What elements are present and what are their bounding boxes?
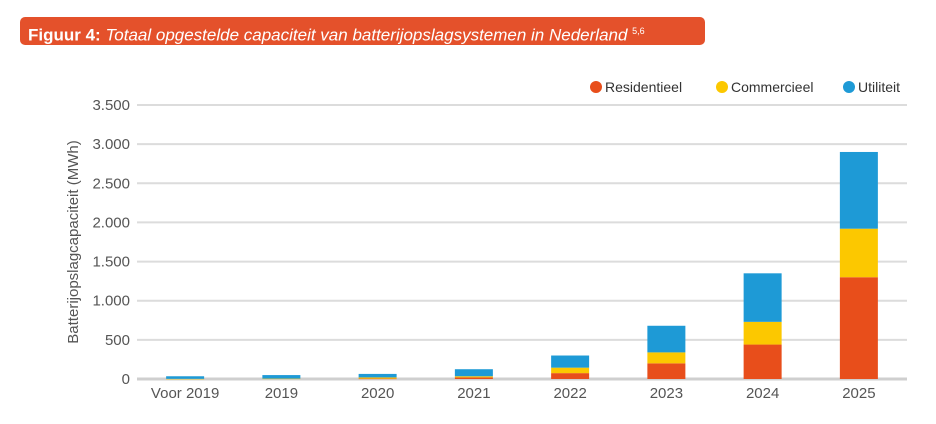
bar-commercieel xyxy=(743,321,782,345)
legend-label: Utiliteit xyxy=(858,79,900,95)
bar-commercieel xyxy=(647,352,686,364)
x-tick-label: 2021 xyxy=(457,385,490,402)
x-tick-label: 2019 xyxy=(265,385,298,402)
figure-label: Figuur 4: xyxy=(28,25,101,45)
chart-title: Totaal opgestelde capaciteit van batteri… xyxy=(105,25,628,45)
bar-residentieel xyxy=(743,344,782,379)
bar-utiliteit xyxy=(454,369,493,377)
bar-residentieel xyxy=(551,373,590,379)
y-tick-label: 0 xyxy=(122,371,130,388)
y-axis-label: Batterijopslagcapaciteit (MWh) xyxy=(65,140,82,343)
bar-utiliteit xyxy=(551,355,590,368)
y-tick-label: 2.500 xyxy=(92,175,130,192)
bar-commercieel xyxy=(454,376,493,378)
bar-commercieel xyxy=(262,378,301,380)
legend-marker xyxy=(716,81,728,93)
bar-utiliteit xyxy=(262,375,301,379)
title-superscript: 5,6 xyxy=(632,26,645,36)
bar-commercieel xyxy=(839,228,878,278)
y-tick-label: 3.500 xyxy=(92,97,130,114)
legend-label: Commercieel xyxy=(731,79,813,95)
y-tick-label: 3.000 xyxy=(92,136,130,153)
bar-utiliteit xyxy=(743,273,782,322)
x-tick-label: 2024 xyxy=(746,385,779,402)
bar-residentieel xyxy=(454,377,493,379)
bar-commercieel xyxy=(551,367,590,374)
legend-marker xyxy=(843,81,855,93)
bar-residentieel xyxy=(839,277,878,379)
x-tick-label: 2023 xyxy=(650,385,683,402)
legend-label: Residentieel xyxy=(605,79,682,95)
x-tick-label: 2020 xyxy=(361,385,394,402)
bar-commercieel xyxy=(166,378,205,380)
y-tick-label: 500 xyxy=(105,332,130,349)
y-tick-label: 1.500 xyxy=(92,254,130,271)
figure-title: Figuur 4: Totaal opgestelde capaciteit v… xyxy=(20,17,705,45)
bar-commercieel xyxy=(358,377,397,379)
bar-utiliteit xyxy=(166,376,205,379)
y-tick-label: 2.000 xyxy=(92,214,130,231)
x-tick-label: Voor 2019 xyxy=(151,385,219,402)
bar-utiliteit xyxy=(839,151,878,229)
x-tick-label: 2022 xyxy=(553,385,586,402)
y-tick-label: 1.000 xyxy=(92,293,130,310)
legend-marker xyxy=(590,81,602,93)
bar-utiliteit xyxy=(358,373,397,378)
bar-utiliteit xyxy=(647,325,686,353)
bar-residentieel xyxy=(647,363,686,379)
bar-residentieel xyxy=(358,378,397,380)
x-tick-label: 2025 xyxy=(842,385,875,402)
